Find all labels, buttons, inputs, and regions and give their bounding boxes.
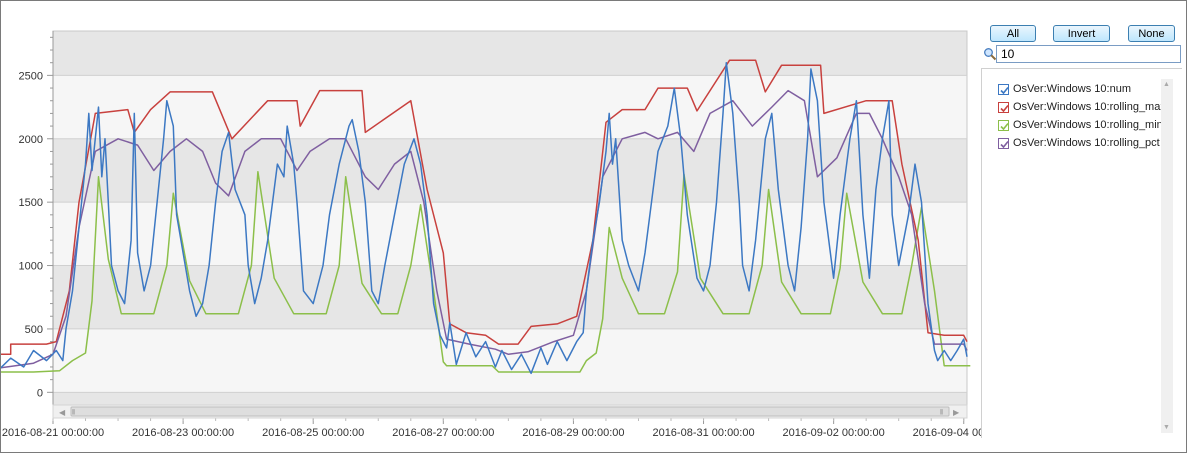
legend-label: OsVer:Windows 10:rolling_pct [1013,137,1160,149]
legend-checkbox[interactable] [998,137,1009,149]
legend-checkbox[interactable] [998,101,1009,113]
scroll-thumb[interactable] [70,406,950,417]
legend-checkbox[interactable] [998,83,1009,95]
legend-label: OsVer:Windows 10:rolling_min [1013,119,1163,131]
y-tick-label: 500 [25,324,43,336]
x-tick-label: 2016-08-27 00:00:00 [392,427,494,439]
legend-label: OsVer:Windows 10:rolling_max [1013,101,1166,113]
series-legend-list: OsVer:Windows 10:num OsVer:Windows 10:ro… [981,68,1182,438]
scroll-up-arrow[interactable]: ▲ [1163,81,1170,88]
plot-band [53,392,967,405]
legend-item-rolling-pct[interactable]: OsVer:Windows 10:rolling_pct [998,135,1160,151]
x-tick-label: 2016-09-02 00:00:00 [783,427,885,439]
y-tick-label: 1000 [19,261,43,273]
y-tick-label: 2000 [19,134,43,146]
plot-band [53,328,967,393]
legend-vertical-scrollbar[interactable]: ▲ ▼ [1161,79,1173,433]
legend-checkbox[interactable] [998,119,1009,131]
x-tick-label: 2016-08-23 00:00:00 [132,427,234,439]
select-none-button[interactable]: None [1128,25,1175,42]
plot-band [53,202,967,266]
x-tick-label: 2016-08-31 00:00:00 [652,427,754,439]
plot-band [53,31,967,76]
horizontal-scrollbar[interactable]: ◀ ▶ ⦀ ⦀ [52,404,968,419]
x-tick-label: 2016-08-29 00:00:00 [522,427,624,439]
x-tick-label: 2016-08-25 00:00:00 [262,427,364,439]
invert-selection-button[interactable]: Invert [1053,25,1110,42]
y-tick-label: 2500 [19,70,43,82]
scroll-down-arrow[interactable]: ▼ [1163,424,1170,431]
legend-item-rolling-min[interactable]: OsVer:Windows 10:rolling_min [998,117,1163,133]
series-line-rolling-min [1,170,971,373]
x-tick-label: 2016-08-21 00:00:00 [2,427,104,439]
search-icon [984,48,997,61]
select-all-button[interactable]: All [990,25,1036,42]
scroll-grip-right-icon: ⦀ [940,409,943,417]
legend-item-rolling-max[interactable]: OsVer:Windows 10:rolling_max [998,99,1166,115]
plot-band [53,265,967,329]
series-line-rolling-max [1,59,968,356]
legend-label: OsVer:Windows 10:num [1013,83,1131,95]
scroll-grip-left-icon: ⦀ [72,409,75,417]
series-line-num [1,61,968,375]
y-tick-label: 0 [37,387,43,399]
plot-band [53,138,967,203]
series-filter-input[interactable] [996,45,1181,63]
scroll-left-arrow[interactable]: ◀ [59,408,66,417]
plot-band [53,75,967,139]
y-tick-label: 1500 [19,197,43,209]
scroll-right-arrow[interactable]: ▶ [953,408,960,417]
legend-item-num[interactable]: OsVer:Windows 10:num [998,81,1131,97]
